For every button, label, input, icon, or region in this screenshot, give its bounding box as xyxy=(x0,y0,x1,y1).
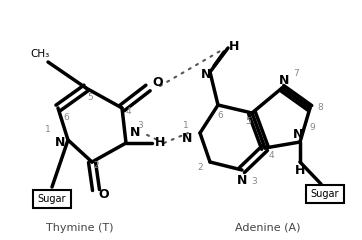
Text: 3: 3 xyxy=(251,178,257,186)
Text: H: H xyxy=(155,137,165,150)
FancyBboxPatch shape xyxy=(33,190,71,208)
Text: Sugar: Sugar xyxy=(311,189,339,199)
Text: 3: 3 xyxy=(137,120,143,130)
Text: 1: 1 xyxy=(45,126,51,134)
Text: N: N xyxy=(130,126,140,139)
Text: N: N xyxy=(55,136,65,149)
Text: 7: 7 xyxy=(293,70,299,78)
Text: 2: 2 xyxy=(197,163,203,173)
Text: O: O xyxy=(153,76,163,89)
Text: N: N xyxy=(201,67,211,80)
Text: 6: 6 xyxy=(217,110,223,120)
Text: 4: 4 xyxy=(268,151,274,161)
Text: O: O xyxy=(99,187,109,200)
Text: H: H xyxy=(229,40,239,53)
Text: 9: 9 xyxy=(309,124,315,132)
Text: 4: 4 xyxy=(125,108,131,116)
Text: 5: 5 xyxy=(245,116,251,126)
Text: N: N xyxy=(279,73,289,86)
Text: 2: 2 xyxy=(93,162,99,170)
Text: Sugar: Sugar xyxy=(38,194,66,204)
Text: CH₃: CH₃ xyxy=(30,49,50,59)
Text: Thymine (T): Thymine (T) xyxy=(46,223,114,233)
Text: Adenine (A): Adenine (A) xyxy=(235,223,301,233)
Text: N: N xyxy=(293,127,303,140)
Text: H: H xyxy=(295,163,305,176)
Text: 5: 5 xyxy=(87,94,93,102)
Text: N: N xyxy=(237,174,247,186)
Text: 8: 8 xyxy=(317,103,323,113)
Text: 6: 6 xyxy=(63,114,69,122)
FancyBboxPatch shape xyxy=(306,185,344,203)
Text: N: N xyxy=(182,132,192,144)
Text: 1: 1 xyxy=(183,121,189,131)
